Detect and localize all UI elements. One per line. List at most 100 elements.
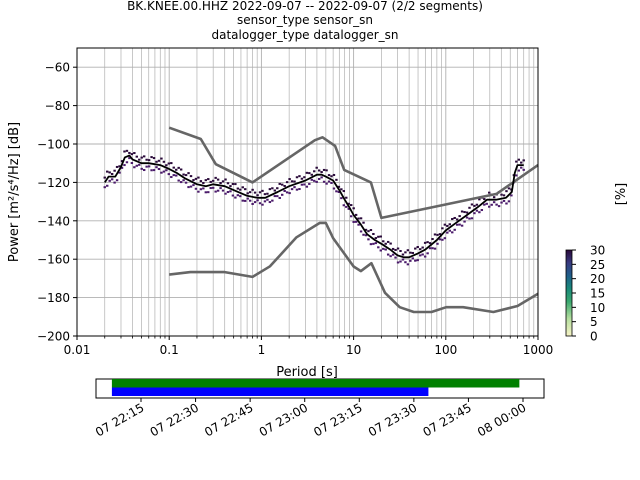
histogram-cell — [278, 196, 281, 199]
availability-timeline: 07 22:15 07 22:30 07 22:45 07 23:00 07 23:15… — [93, 378, 545, 439]
histogram-cell — [510, 194, 513, 197]
colorbar-tick-label: 25 — [590, 258, 605, 272]
title-line-3: datalogger_type datalogger_sn — [212, 28, 399, 42]
histogram-cell — [271, 199, 274, 202]
y-tick-label: −180 — [37, 291, 70, 305]
histogram-cell — [236, 194, 240, 197]
colorbar-tick-label: 10 — [590, 301, 605, 315]
histogram-cell — [391, 253, 395, 256]
histogram-cell — [399, 260, 402, 263]
y-tick-label: −100 — [37, 138, 70, 152]
histogram-cell — [293, 186, 296, 189]
histogram-cell — [330, 181, 333, 184]
histogram-cell — [357, 217, 360, 220]
histogram-cell — [337, 185, 341, 188]
histogram-cell — [110, 172, 114, 175]
histogram-cell — [177, 166, 180, 169]
histogram-cell — [157, 159, 161, 162]
histogram-cell — [234, 196, 237, 199]
histogram-cell — [239, 195, 242, 198]
histogram-cell — [367, 230, 370, 233]
histogram-cell — [258, 202, 262, 205]
histogram-cell — [194, 177, 198, 180]
histogram-cell — [502, 199, 506, 202]
histogram-cell — [483, 198, 486, 201]
histogram-cell — [140, 156, 143, 159]
histogram-cell — [182, 179, 185, 182]
histogram-cell — [500, 201, 503, 204]
histogram-cell — [396, 247, 400, 250]
histogram-cell — [118, 165, 121, 168]
histogram-cell — [266, 198, 269, 201]
histogram-cell — [419, 248, 422, 251]
histogram-cell — [120, 160, 124, 163]
histogram-cell — [273, 189, 277, 192]
histogram-cell — [138, 163, 141, 166]
timeline-tick-label: 07 22:30 — [148, 400, 201, 439]
y-tick-label: −60 — [45, 61, 70, 75]
timeline-tick-label: 07 22:15 — [93, 400, 146, 439]
histogram-cell — [170, 162, 173, 165]
timeline-tick-label: 07 23:15 — [311, 400, 364, 439]
histogram-cell — [340, 197, 343, 200]
histogram-cell — [394, 256, 397, 259]
histogram-cell — [347, 207, 350, 210]
histogram-cell — [446, 231, 449, 234]
histogram-cell — [517, 158, 520, 161]
histogram-cell — [244, 188, 247, 191]
histogram-cell — [428, 247, 432, 250]
histogram-cell — [172, 166, 175, 169]
histogram-cell — [458, 215, 461, 218]
histogram-cells — [103, 149, 525, 266]
histogram-cell — [335, 190, 338, 193]
histogram-cell — [142, 155, 146, 158]
data-availability-bar — [111, 379, 520, 388]
histogram-cell — [280, 193, 284, 196]
histogram-cell — [253, 191, 257, 194]
y-tick-label: −120 — [37, 176, 70, 190]
colorbar-tick-label: 30 — [590, 244, 605, 258]
timeline-tick-label: 07 23:45 — [420, 400, 473, 439]
histogram-cell — [219, 187, 222, 190]
histogram-cell — [364, 234, 368, 237]
histogram-cell — [431, 247, 434, 250]
histogram-cell — [389, 255, 392, 258]
x-tick-label: 1000 — [523, 343, 554, 357]
histogram-cell — [433, 247, 437, 250]
histogram-cell — [315, 180, 318, 183]
histogram-cell — [256, 194, 259, 197]
histogram-cell — [189, 185, 193, 188]
histogram-cell — [369, 243, 373, 246]
histogram-cell — [231, 194, 235, 197]
histogram-cell — [340, 188, 343, 191]
colorbar-tick-label: 0 — [590, 330, 598, 344]
histogram-cell — [300, 177, 304, 180]
timeline-tick-label: 08 00:00 — [475, 400, 528, 439]
histogram-cell — [258, 191, 262, 194]
histogram-cell — [147, 159, 151, 162]
histogram-cell — [207, 178, 210, 181]
histogram-cell — [226, 191, 230, 194]
histogram-cell — [332, 187, 336, 190]
histogram-cell — [207, 191, 210, 194]
histogram-cell — [165, 164, 168, 167]
histogram-cell — [315, 166, 318, 169]
histogram-cell — [507, 200, 511, 203]
histogram-cell — [229, 185, 232, 188]
histogram-cell — [295, 188, 299, 191]
histogram-cell — [283, 184, 286, 187]
x-tick-label: 100 — [434, 343, 457, 357]
histogram-cell — [150, 169, 153, 172]
histogram-cell — [436, 242, 439, 245]
histogram-cell — [251, 188, 254, 191]
histogram-cell — [384, 248, 387, 251]
histogram-cell — [278, 182, 281, 185]
x-tick-label: 0.1 — [160, 343, 179, 357]
new-high-noise-model-curve — [168, 126, 539, 220]
histogram-cell — [179, 168, 183, 171]
histogram-cell — [409, 259, 412, 262]
y-tick-label: −200 — [37, 330, 70, 344]
histogram-cell — [300, 183, 304, 186]
histogram-cell — [352, 207, 355, 210]
